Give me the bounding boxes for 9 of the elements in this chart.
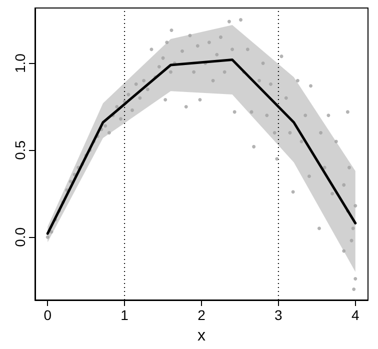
x-tick-label: 4: [351, 307, 360, 323]
x-tick-label: 2: [198, 307, 206, 323]
x-tick-label: 1: [120, 307, 129, 323]
y-tick-label: 0.5: [12, 140, 28, 160]
x-tick-label: 0: [44, 307, 52, 323]
y-tick-label: 1.0: [12, 53, 28, 74]
x-axis-title: x: [198, 328, 206, 344]
y-tick-label: 0.0: [12, 227, 28, 247]
x-tick-label: 3: [274, 307, 283, 323]
